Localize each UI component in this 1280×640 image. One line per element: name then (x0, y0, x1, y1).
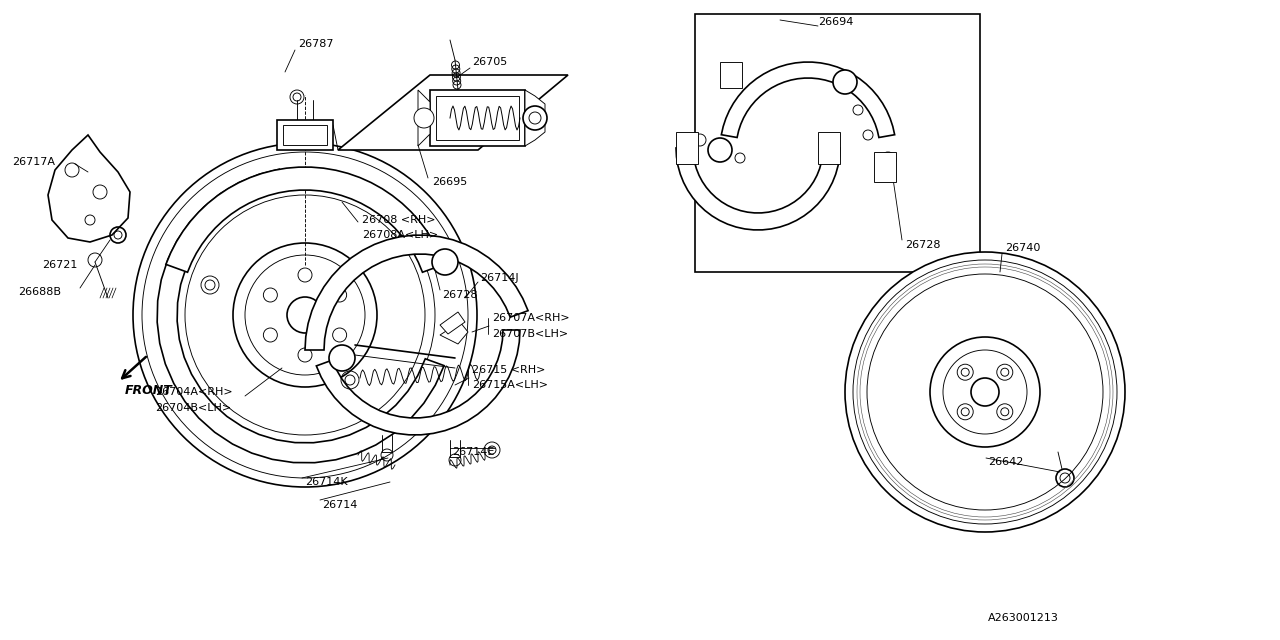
Circle shape (529, 112, 541, 124)
Text: 26787: 26787 (298, 39, 334, 49)
Text: ①: ① (337, 353, 347, 363)
Text: 26704A<RH>: 26704A<RH> (155, 387, 233, 397)
Text: ①: ① (716, 145, 724, 155)
Text: 26714: 26714 (323, 500, 357, 510)
Polygon shape (676, 148, 840, 230)
Polygon shape (419, 90, 430, 146)
Text: 26705: 26705 (472, 57, 507, 67)
Polygon shape (440, 322, 468, 344)
Polygon shape (338, 75, 568, 150)
Circle shape (845, 252, 1125, 532)
Text: 26714E: 26714E (452, 447, 494, 457)
Text: FRONT: FRONT (125, 383, 173, 397)
Circle shape (329, 345, 355, 371)
Text: ②: ② (440, 257, 451, 267)
Bar (436, 96, 518, 140)
Polygon shape (166, 167, 444, 272)
Text: 26707B<LH>: 26707B<LH> (492, 329, 568, 339)
Text: 26642: 26642 (988, 457, 1024, 467)
Polygon shape (525, 90, 545, 146)
Text: 26704B<LH>: 26704B<LH> (155, 403, 232, 413)
Text: 26715A<LH>: 26715A<LH> (472, 380, 548, 390)
Polygon shape (721, 62, 742, 88)
Bar (276, 120, 333, 150)
Text: A263001213: A263001213 (988, 613, 1059, 623)
Circle shape (133, 143, 477, 487)
Circle shape (833, 70, 858, 94)
Circle shape (524, 106, 547, 130)
Polygon shape (722, 62, 895, 138)
Text: 26728: 26728 (905, 240, 941, 250)
Text: 26688B: 26688B (18, 287, 61, 297)
Polygon shape (305, 235, 529, 350)
Polygon shape (316, 330, 520, 435)
Polygon shape (49, 135, 131, 242)
Text: 26708A<LH>: 26708A<LH> (362, 230, 438, 240)
Text: 26715 <RH>: 26715 <RH> (472, 365, 545, 375)
Bar (283, 125, 326, 145)
Bar (430, 90, 525, 146)
Text: 26728: 26728 (442, 290, 477, 300)
Text: 26714K: 26714K (305, 477, 348, 487)
Text: 26694: 26694 (818, 17, 854, 27)
Circle shape (708, 138, 732, 162)
Text: 26707A<RH>: 26707A<RH> (492, 313, 570, 323)
Polygon shape (818, 132, 840, 164)
Text: 26708 <RH>: 26708 <RH> (362, 215, 435, 225)
Text: ②: ② (840, 77, 850, 87)
Text: 26695: 26695 (433, 177, 467, 187)
Text: 26721: 26721 (42, 260, 77, 270)
Polygon shape (157, 169, 444, 463)
Circle shape (413, 108, 434, 128)
Polygon shape (440, 312, 465, 334)
Text: 26717A: 26717A (12, 157, 55, 167)
Polygon shape (874, 152, 896, 182)
Text: 26740: 26740 (1005, 243, 1041, 253)
Circle shape (433, 249, 458, 275)
Bar (695, 14, 980, 272)
Polygon shape (676, 132, 698, 164)
Text: 26714J: 26714J (480, 273, 518, 283)
